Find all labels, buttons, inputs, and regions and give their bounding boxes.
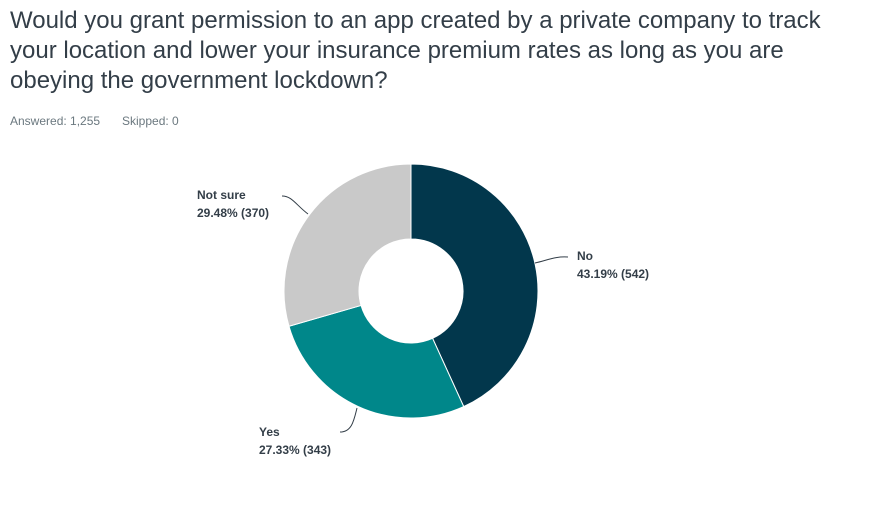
slice-label: Not sure — [197, 188, 246, 202]
answered-count: Answered: 1,255 — [10, 114, 101, 128]
slice-value-label: 27.33% (343) — [259, 443, 331, 457]
chart-title: Would you grant permission to an app cre… — [10, 7, 821, 94]
slice-label: No — [577, 249, 593, 263]
slice-value-label: 43.19% (542) — [577, 267, 649, 281]
leader-line — [339, 407, 358, 433]
slice-value-label: 29.48% (370) — [197, 206, 269, 220]
slice-label: Yes — [259, 425, 280, 439]
donut-slice — [410, 163, 539, 408]
donut-slice — [283, 163, 412, 327]
leader-line — [281, 195, 309, 215]
donut-slice — [288, 304, 465, 419]
leader-line — [534, 256, 569, 264]
skipped-count: Skipped: 0 — [122, 114, 179, 128]
